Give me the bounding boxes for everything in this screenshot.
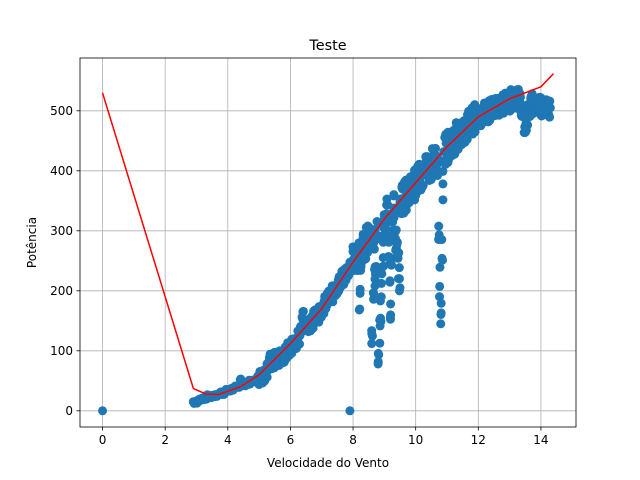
scatter-point [545,103,555,113]
x-tick-label: 10 [408,433,423,447]
scatter-point [386,299,396,309]
y-tick-label: 300 [50,224,73,238]
scatter-point [545,112,555,122]
scatter-point [437,235,447,245]
x-tick-label: 6 [287,433,295,447]
y-tick-label: 400 [50,164,73,178]
x-tick-label: 4 [224,433,232,447]
scatter-point [391,225,401,235]
x-tick-label: 0 [99,433,107,447]
scatter-point [430,143,440,153]
scatter-point [437,255,447,265]
scatter-point [436,298,446,308]
y-tick-label: 0 [65,404,73,418]
scatter-point [356,262,366,272]
scatter-point [376,292,386,302]
scatter-point [295,331,305,341]
scatter-point [394,274,404,284]
scatter-point [354,305,364,315]
scatter-point [435,281,445,291]
scatter-point [376,313,386,323]
scatter-point [367,329,377,339]
scatter-point [98,406,108,416]
data-marks [98,73,555,416]
x-tick-label: 8 [349,433,357,447]
fit-line [101,73,555,396]
scatter-point [370,281,380,291]
scatter-point [438,166,448,176]
scatter-point [385,314,395,324]
x-tick-label: 14 [533,433,548,447]
scatter-point [386,260,396,270]
scatter-point [373,219,383,229]
scatter-point [377,269,387,279]
y-tick-label: 200 [50,284,73,298]
scatter-point [369,288,379,298]
scatter-point [385,276,395,286]
scatter-point [289,339,299,349]
scatter-point [369,294,379,304]
scatter-point [438,179,448,189]
scatter-point [436,319,446,329]
scatter-point [367,339,377,349]
y-axis-label: Potência [25,217,39,268]
scatter-point [389,191,399,201]
scatter-point [298,307,308,317]
x-tick-label: 2 [161,433,169,447]
scatter-point [438,195,448,205]
scatter-point [373,348,383,358]
scatter-point [382,194,392,204]
scatter-point [392,237,402,247]
scatter-point [395,283,405,293]
scatter-point [370,274,380,284]
scatter-point [375,338,385,348]
scatter-point [394,263,404,273]
scatter-point [355,284,365,294]
plot-frame [79,57,577,428]
scatter-point [369,244,379,254]
scatter-point [373,359,383,369]
scatter-point [435,262,445,272]
scatter-point [436,308,446,318]
y-tick-label: 500 [50,104,73,118]
scatter-point [345,406,355,416]
x-axis-label: Velocidade do Vento [267,456,389,470]
y-tick-label: 100 [50,344,73,358]
scatter-point [520,121,530,131]
chart-title: Teste [308,38,346,54]
x-tick-label: 12 [471,433,486,447]
axes: 0 2 4 6 8 10 12 14 0 100 200 300 400 500 [50,104,548,447]
scatter-point [393,253,403,263]
scatter-point [434,221,444,231]
scatter-point [264,358,274,368]
